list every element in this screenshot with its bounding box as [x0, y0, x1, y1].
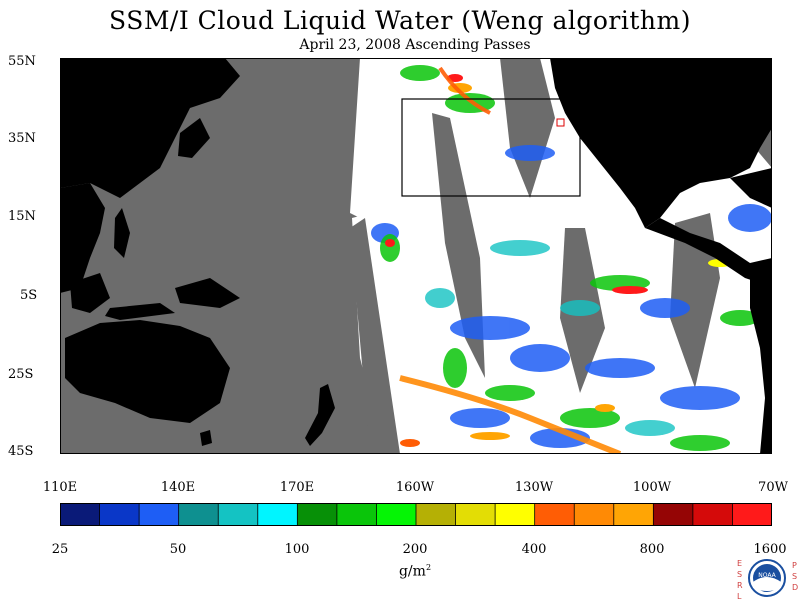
colorbar-segment	[376, 503, 417, 526]
land-asia	[60, 58, 240, 198]
colorbar-segment	[99, 503, 140, 526]
colorbar-label-50: 50	[169, 542, 187, 557]
swath-gap-4	[670, 213, 720, 388]
lat-label-45s: 45S	[8, 444, 34, 459]
logo-letter: D	[792, 583, 799, 592]
colorbar-segment	[178, 503, 219, 526]
lat-label-5s: 5S	[20, 288, 38, 303]
cloud-band-south	[399, 375, 622, 454]
lon-label-70w: 70W	[758, 480, 788, 495]
lon-label-110e: 110E	[42, 480, 78, 495]
colorbar-frame	[60, 503, 772, 526]
colorbar-label-200: 200	[402, 542, 428, 557]
logo-letter: R	[737, 581, 743, 590]
logo-letters-left: E S R L	[737, 558, 743, 602]
land-borneo	[70, 273, 110, 313]
colorbar-segment	[297, 503, 338, 526]
land-new-zealand	[305, 384, 335, 446]
swath-gap-sw	[350, 218, 400, 454]
cloud-patches-mid	[380, 65, 760, 451]
map-subtitle: April 23, 2008 Ascending Passes	[299, 37, 531, 53]
land-philippines	[114, 208, 130, 258]
colorbar-segment	[257, 503, 298, 526]
lat-label-15n: 15N	[8, 209, 36, 224]
lon-label-160w: 160W	[395, 480, 435, 495]
cloud-water-map	[60, 58, 772, 454]
colorbar-segment	[653, 503, 694, 526]
study-area-box	[401, 98, 581, 197]
logo-letter: P	[792, 561, 797, 570]
lon-label-170e: 170E	[279, 480, 315, 495]
lon-label-140e: 140E	[160, 480, 196, 495]
color-scale-bar	[60, 503, 772, 526]
logo-letter: S	[737, 570, 743, 579]
land-north-america	[550, 58, 772, 228]
units-exponent: 2	[425, 563, 432, 572]
logo-letter: L	[737, 592, 742, 601]
cloud-band-north	[438, 66, 491, 115]
colorbar-label-1600: 1600	[753, 542, 787, 557]
cloud-patches-cyan	[425, 240, 675, 436]
colorbar-units: g/m2	[399, 563, 431, 580]
colorbar-segment	[139, 503, 180, 526]
colorbar-label-800: 800	[639, 542, 665, 557]
cloud-patches-low	[371, 145, 772, 448]
land-indonesia	[105, 303, 175, 320]
cloud-patches-high	[385, 74, 732, 447]
land	[60, 58, 772, 454]
colorbar-segment	[416, 503, 457, 526]
colorbar-segment	[534, 503, 575, 526]
logo-letters-right: P S D	[792, 560, 798, 593]
colorbar-segment	[60, 503, 101, 526]
logo-letter: E	[737, 559, 743, 568]
swath-gap-1	[500, 58, 555, 198]
land-south-america	[750, 258, 772, 454]
station-marker	[556, 118, 565, 127]
land-se-asia	[60, 183, 105, 293]
lat-label-25s: 25S	[8, 367, 34, 382]
units-base: g/m	[398, 563, 426, 580]
colorbar-label-100: 100	[284, 542, 310, 557]
colorbar-segment	[613, 503, 654, 526]
colorbar-segment	[218, 503, 259, 526]
swath-gap-2	[432, 113, 485, 378]
land-gulf	[730, 168, 772, 208]
colorbar-segment	[495, 503, 536, 526]
logo-letter: S	[792, 572, 798, 581]
noaa-badge-text: NOAA	[758, 572, 776, 579]
map-title: SSM/I Cloud Liquid Water (Weng algorithm…	[109, 6, 691, 35]
colorbar-segment	[455, 503, 496, 526]
land-japan	[178, 118, 210, 158]
colorbar-label-400: 400	[521, 542, 547, 557]
land-tasmania	[200, 430, 212, 446]
colorbar-segment	[692, 503, 733, 526]
noaa-logo-icon: NOAA	[748, 559, 786, 597]
lon-label-130w: 130W	[514, 480, 554, 495]
colorbar-segment	[336, 503, 377, 526]
lon-label-100w: 100W	[632, 480, 672, 495]
land-australia	[65, 320, 230, 423]
lat-label-35n: 35N	[8, 131, 36, 146]
colorbar-segment	[574, 503, 615, 526]
lat-label-55n: 55N	[8, 54, 36, 69]
colorbar-label-25: 25	[51, 542, 69, 557]
map-frame	[60, 58, 772, 454]
land-new-guinea	[175, 278, 240, 308]
colorbar-segment	[732, 503, 772, 526]
land-central-america	[645, 218, 760, 283]
